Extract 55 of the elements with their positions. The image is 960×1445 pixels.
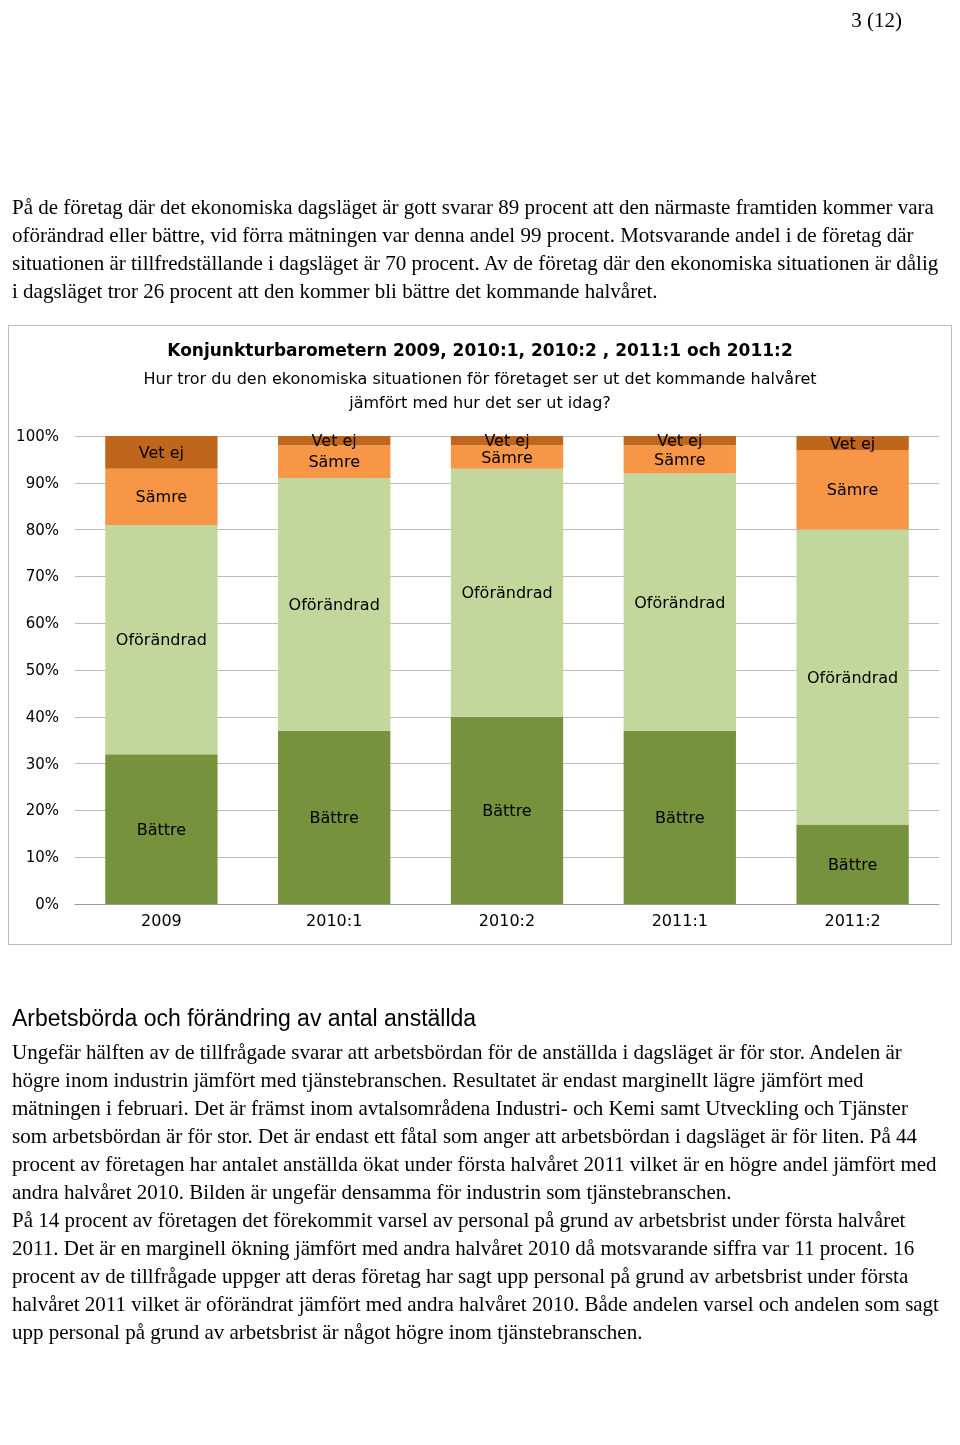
series-label: Oförändrad <box>288 594 380 614</box>
bar <box>105 754 218 904</box>
bar <box>796 450 909 530</box>
text: Vet ej <box>311 431 357 451</box>
x-tick-label: 2010:2 <box>478 910 536 930</box>
series-label: Bättre <box>827 854 878 874</box>
bar <box>623 473 736 731</box>
bar <box>105 436 218 469</box>
text: 3 (12) <box>850 8 903 33</box>
bar <box>105 468 218 525</box>
bar <box>278 478 391 731</box>
bar <box>450 468 564 717</box>
chart-subtitle: Hur tror du den ekonomiska situationen för företaget ser ut det kommande halvåret jämfört med hur det ser ut idag? <box>143 368 817 412</box>
bar <box>796 824 909 904</box>
y-tick-label: 10% <box>25 848 59 867</box>
text: Sämre <box>653 449 706 469</box>
bar <box>623 730 736 904</box>
y-tick-label: 30% <box>25 754 59 773</box>
text: Bättre <box>309 807 359 827</box>
text: Bättre <box>655 807 705 827</box>
text: Oförändrad <box>634 592 726 612</box>
y-tick-label: 70% <box>25 567 59 586</box>
text: Ungefär hälften av de tillfrågade svarar att arbetsbördan för de anställda i dagsläget är för stor. Andelen är högre inom industrin jämfört med tjänstebranschen. Resultatet är endast marginellt lägre jämfört med mätningen i februari. Det är främst inom avtalsområdena Industri- och Kemi samt Utveckling och Tjänster som arbetsbördan är för stor. Det är endast ett fåtal som anger att arbetsbördan i dagsläget är för liten. På 44 procent av företagen har antalet anställda ökat under första halvåret 2011 vilket är en högre andel jämfört med andra halvåret 2010. Bilden är ungefär densamma för industrin som tjänstebranschen. <box>12 1039 938 1206</box>
y-tick-label: 60% <box>25 614 59 633</box>
text: På de företag där det ekonomiska dagsläget är gott svarar 89 procent att den närmaste framtiden kommer vara oförändrad eller bättre, vid förra mätningen var denna andel 99 procent. Motsvarande andel i de företag där situationen är tillfredställande i dagsläget är 70 procent. Av de företag där den ekonomiska situationen är dålig i dagsläget tror 26 procent att den kommer bli bättre det kommande halvåret. <box>12 194 940 305</box>
x-tick-label: 2009 <box>141 910 182 930</box>
y-tick-label: 100% <box>16 427 59 445</box>
text: Oförändrad <box>115 630 208 650</box>
series-label: Vet ej <box>830 433 876 453</box>
text: Vet ej <box>138 442 184 462</box>
bar <box>105 524 218 755</box>
text: Sämre <box>826 480 879 500</box>
text: Bättre <box>482 800 532 820</box>
text: På 14 procent av företagen det förekommit varsel av personal på grund av arbetsbrist under första halvåret 2011. Det är en marginell ökning jämfört med andra halvåret 2010 då motsvarande siffra var 11 procent. 16 procent av de tillfrågade uppger att deras företag har sagt upp personal på grund av arbetsbrist under första halvåret 2011 vilket är oförändrat jämfört med andra halvåret 2010. Både andelen varsel och andelen som sagt upp personal på grund av arbetsbrist är något högre inom tjänstebranschen. <box>12 1207 940 1346</box>
text: Sämre <box>135 487 188 507</box>
y-tick-label: 50% <box>25 661 59 679</box>
y-tick-label: 80% <box>25 520 59 539</box>
text: Oförändrad <box>461 583 553 603</box>
text: Oförändrad <box>806 667 899 687</box>
x-tick-label: 2010:1 <box>306 910 363 930</box>
bar <box>796 529 909 825</box>
x-tick-label: 2011:2 <box>824 910 881 930</box>
text: Arbetsbörda och förändring av antal anställda <box>12 1005 478 1032</box>
y-tick-label: 90% <box>25 473 59 492</box>
chart-title: Konjunkturbarometern 2009, 2010:1, 2010:2 , 2011:1 och 2011:2 <box>167 339 793 360</box>
bar <box>278 730 391 904</box>
y-tick-label: 20% <box>25 801 59 820</box>
x-tick-label: 2011:1 <box>651 910 708 930</box>
bar <box>450 716 564 904</box>
text: Sämre <box>308 452 361 472</box>
text: Vet ej <box>484 431 530 451</box>
text: Vet ej <box>657 431 703 451</box>
y-tick-label: 40% <box>25 707 59 726</box>
y-tick-label: 0% <box>35 895 59 913</box>
text: Bättre <box>136 819 187 839</box>
